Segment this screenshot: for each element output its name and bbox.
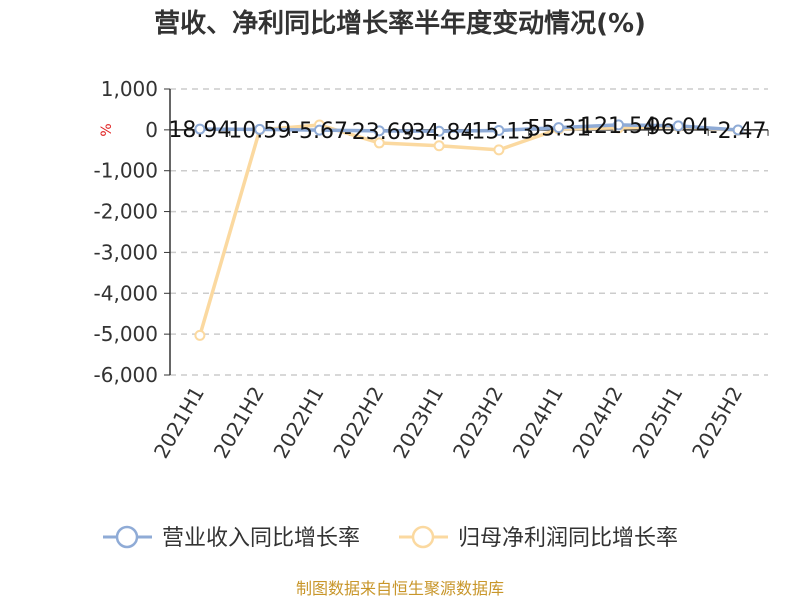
data-point[interactable] (254, 123, 266, 135)
x-tick-label: 2023H1 (388, 382, 448, 462)
x-tick-label: 2021H2 (209, 382, 269, 462)
x-axis: 2021H1 2021H2 2022H1 2022H2 2023H1 2023H2 2024… (149, 129, 769, 462)
x-tick-label: 2022H2 (328, 382, 388, 462)
x-tick-label: 2024H1 (508, 382, 568, 462)
data-point[interactable] (553, 122, 565, 134)
y-tick-label: -6,000 (94, 363, 158, 387)
y-tick-label: 0 (145, 118, 158, 142)
series-line-0 (199, 123, 739, 134)
data-label: -23.69 (344, 120, 415, 145)
data-label: 55.31 (527, 117, 590, 142)
y-axis: 1,000 0 -1,000 -2,000 -3,000 -4,000 -5,000 -6,0… (94, 77, 171, 387)
data-label: -2.47 (710, 119, 767, 144)
data-label: 121.54 (580, 114, 657, 139)
y-unit: % (99, 123, 115, 136)
x-tick-label: 2025H1 (627, 382, 687, 462)
data-label: -5.67 (291, 119, 348, 144)
x-tick-label: 2025H2 (687, 382, 747, 462)
data-point[interactable] (373, 137, 385, 149)
series-group (194, 119, 744, 341)
series-line-1 (198, 123, 739, 336)
x-tick-label: 2022H1 (268, 382, 328, 462)
x-tick-label: 2021H1 (149, 382, 209, 462)
data-point[interactable] (433, 140, 445, 152)
legend-label-profit: 归母净利润同比增长率 (458, 526, 678, 551)
data-source: 制图数据来自恒生聚源数据库 (296, 579, 504, 598)
y-tick-label: -4,000 (94, 281, 158, 305)
y-tick-label: -5,000 (94, 322, 158, 346)
legend[interactable]: 营业收入同比增长率 归母净利润同比增长率 (103, 525, 678, 551)
data-label: 10.59 (228, 118, 291, 143)
data-label: -15.13 (463, 119, 534, 144)
x-tick-label: 2024H2 (567, 382, 627, 462)
data-point[interactable] (493, 144, 505, 156)
legend-label-revenue: 营业收入同比增长率 (162, 526, 360, 551)
data-label: -34.84 (404, 120, 475, 145)
data-point[interactable] (194, 123, 206, 135)
data-point[interactable] (194, 329, 206, 341)
x-tick-label: 2023H2 (448, 382, 508, 462)
data-point[interactable] (672, 120, 684, 132)
data-label: 18.94 (168, 118, 231, 143)
chart-title: 营收、净利同比增长率半年度变动情况(%) (154, 8, 646, 39)
data-point[interactable] (493, 124, 505, 136)
y-tick-label: -1,000 (94, 159, 158, 183)
data-point[interactable] (433, 125, 445, 137)
data-point[interactable] (732, 124, 744, 136)
y-tick-label: 1,000 (101, 77, 158, 101)
legend-item-revenue[interactable]: 营业收入同比增长率 (103, 525, 360, 551)
data-label: 96.04 (647, 115, 710, 140)
data-point[interactable] (613, 119, 624, 131)
y-tick-label: -3,000 (94, 240, 158, 264)
data-point[interactable] (314, 124, 325, 136)
legend-item-profit[interactable]: 归母净利润同比增长率 (399, 525, 678, 551)
y-tick-label: -2,000 (94, 200, 158, 224)
data-point[interactable] (373, 125, 385, 137)
